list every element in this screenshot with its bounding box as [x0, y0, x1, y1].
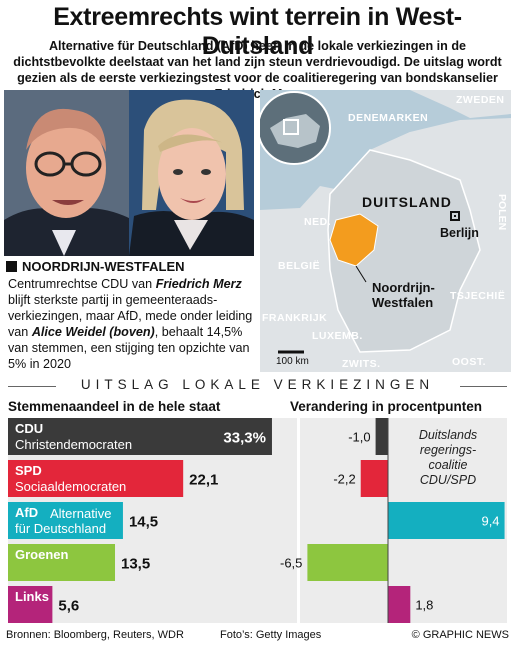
map-label-belgie: BELGIË [278, 260, 321, 272]
change-value-label: -6,5 [280, 556, 302, 571]
region-heading-text: NOORDRIJN-WESTFALEN [22, 259, 185, 274]
party-full-name-label: Sociaaldemocraten [15, 479, 126, 494]
party-full-name-label: Alternative für Deutschland [15, 506, 111, 536]
section-title: UITSLAG LOKALE VERKIEZINGEN [80, 377, 435, 392]
coalition-note: Duitslands regerings-coalitie CDU/SPD [419, 428, 477, 487]
party-abbr-label: Links [15, 589, 49, 604]
region-body: Centrumrechtse CDU van Friedrich Merz bl… [4, 276, 256, 372]
party-abbr-label: SPD [15, 463, 42, 478]
party-abbr-label: CDU [15, 421, 43, 436]
change-value-label: 9,4 [481, 514, 499, 529]
share-value-label: 33,3% [223, 430, 266, 447]
party-full-name-label: Christendemocraten [15, 437, 132, 452]
share-bar-spd [8, 460, 184, 497]
region-heading: NOORDRIJN-WESTFALEN [4, 258, 256, 275]
portrait-photos [4, 90, 254, 256]
page-title: Extreemrechts wint terrein in West-Duits… [53, 3, 462, 60]
map-label-luxemb: LUXEMB. [312, 330, 363, 342]
region-body-part1: Centrumrechtse CDU van [8, 277, 156, 291]
change-value-label: -1,0 [348, 430, 370, 445]
change-column-header: Verandering in procentpunten [290, 399, 483, 414]
party-abbr-label: Groenen [15, 547, 69, 562]
map-scale-label: 100 km [276, 356, 309, 367]
map-label-ned: NED. [304, 216, 332, 228]
section-rule-right [460, 386, 507, 387]
locator-map: ZWEDEN DENEMARKEN DUITSLAND POLEN NED. B… [260, 90, 511, 372]
change-bar-afd [388, 502, 505, 539]
share-value-label: 22,1 [189, 472, 218, 489]
region-body-part3: , behaalt 14,5% van stemmen, een stijgin… [8, 325, 250, 371]
region-info: NOORDRIJN-WESTFALEN Centrumrechtse CDU v… [4, 258, 256, 372]
share-bar-cdu [8, 418, 272, 455]
map-label-oost: OOST. [452, 356, 487, 368]
share-bar-links [8, 586, 53, 623]
map-label-polen: POLEN [496, 194, 508, 231]
party-abbr-label: AfD [15, 505, 38, 520]
share-value-label: 14,5 [129, 514, 158, 531]
footer-photos: Foto’s: Getty Images [220, 629, 322, 641]
map-label-duitsland: DUITSLAND [362, 194, 452, 210]
region-body-part2: blijft sterkste partij in gemeenteraads-… [8, 293, 253, 339]
map-label-denemarken: DENEMARKEN [348, 112, 429, 124]
change-bar-links [388, 586, 411, 623]
change-value-label: 1,8 [415, 598, 433, 613]
bullet-square-icon [6, 261, 17, 272]
footer-sources: Bronnen: Bloomberg, Reuters, WDR [6, 629, 184, 641]
map-label-berlin: Berlijn [440, 226, 479, 240]
change-value-label: -2,2 [333, 472, 355, 487]
share-bar-afd [8, 502, 123, 539]
map-label-zweden: ZWEDEN [456, 94, 505, 106]
map-label-frankrijk: FRANKRIJK [262, 312, 328, 324]
share-column-header: Stemmenaandeel in de hele staat [8, 399, 221, 414]
footer-credit: © GRAPHIC NEWS [411, 629, 509, 641]
map-label-tsjechie: TSJECHIË [450, 290, 506, 302]
map-label-nrw-line2: Westfalen [372, 295, 434, 310]
change-bar-groenen [307, 544, 388, 581]
section-rule-left [8, 386, 56, 387]
region-name-weidel: Alice Weidel (boven) [31, 325, 155, 339]
map-label-nrw-line1: Noordrijn- [372, 280, 435, 295]
share-value-label: 5,6 [58, 598, 79, 615]
results-chart: CDU Christendemocraten 33,3% -1,0 SPD Sociaal… [0, 418, 515, 628]
map-label-nrw: Noordrijn- Westfalen [372, 280, 435, 310]
change-bar-cdu [375, 418, 388, 455]
share-value-label: 13,5 [121, 556, 150, 573]
change-bar-spd [360, 460, 388, 497]
region-name-merz: Friedrich Merz [155, 277, 242, 291]
share-bar-groenen [8, 544, 116, 581]
map-label-zwits: ZWITS. [342, 358, 381, 370]
